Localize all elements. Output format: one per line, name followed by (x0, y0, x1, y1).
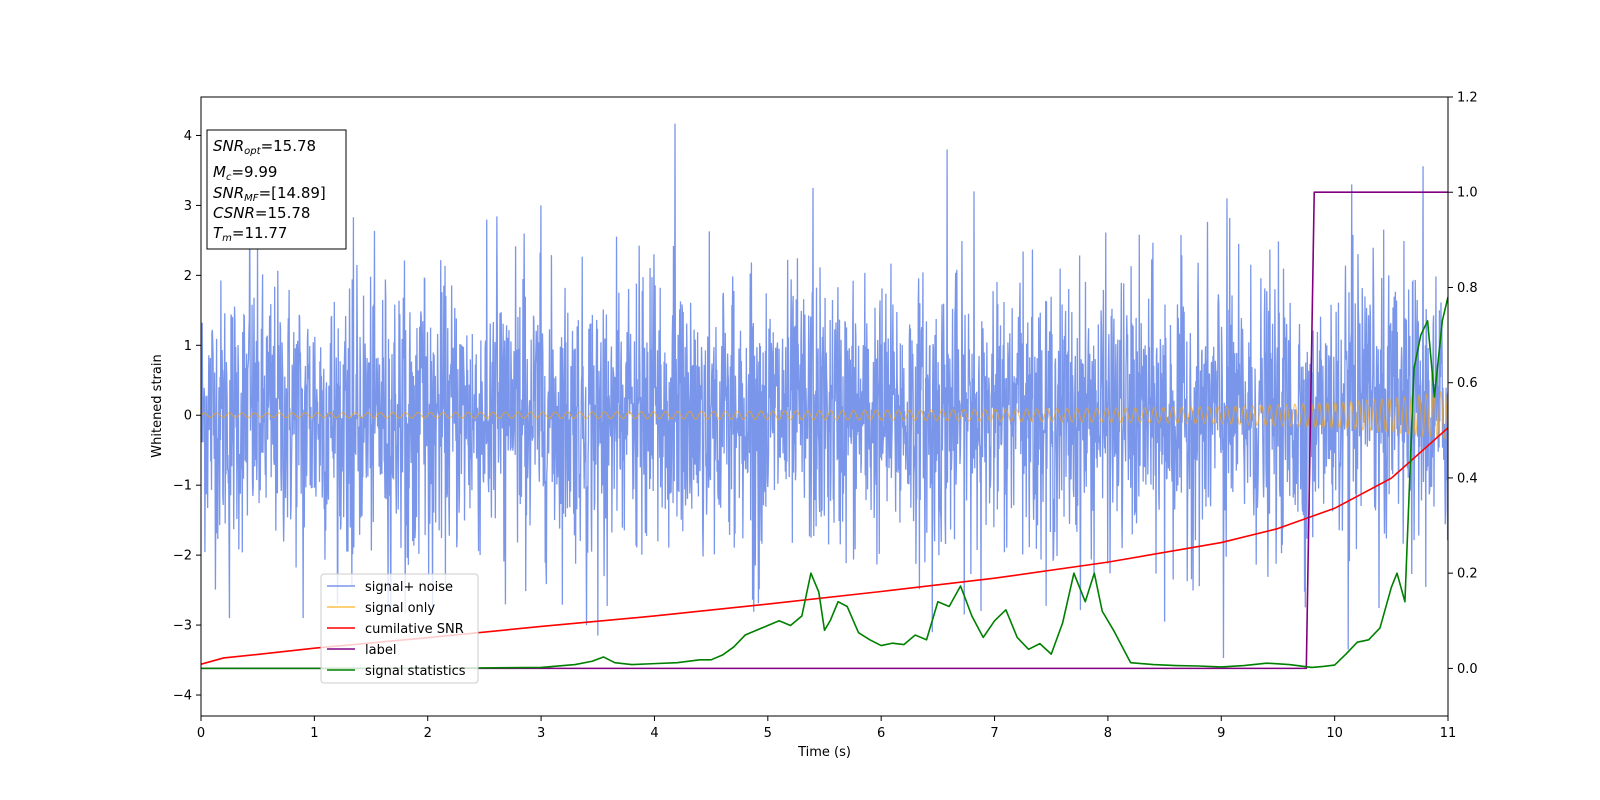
y2-tick-label: 1.0 (1457, 186, 1478, 201)
annotation-frame (206, 129, 347, 250)
x-tick-label: 7 (990, 726, 998, 741)
y-tick-label: 3 (184, 199, 192, 214)
legend: signal+ noise signal only cumilative SNR la… (320, 573, 479, 684)
y-tick-label: 0 (184, 409, 192, 424)
legend-label: signal+ noise (365, 580, 453, 595)
legend-label: signal only (365, 601, 435, 616)
series-signal-only (201, 390, 1448, 440)
series-signal-statistics (201, 296, 1448, 670)
series-cumulative-snr (201, 427, 1448, 666)
y-axis-right: 0.0 0.2 0.4 0.6 0.8 1.0 1.2 (1448, 91, 1478, 677)
y-tick-label: 4 (184, 129, 192, 144)
y-tick-label: −1 (173, 479, 192, 494)
x-tick-label: 10 (1326, 726, 1343, 741)
y2-tick-label: 0.0 (1457, 662, 1478, 677)
legend-label: cumilative SNR (365, 622, 464, 637)
x-tick-label: 8 (1104, 726, 1112, 741)
y2-tick-label: 0.4 (1457, 471, 1478, 486)
plot-frame (200, 96, 1449, 717)
x-tick-label: 11 (1440, 726, 1457, 741)
x-tick-label: 2 (424, 726, 432, 741)
y-axis-title: Whitened strain (150, 354, 165, 457)
annotation-line: CSNR=15.78 (213, 204, 310, 222)
x-axis: 0 1 2 3 4 5 6 7 8 9 10 11 (197, 716, 1456, 741)
y2-tick-label: 0.2 (1457, 567, 1478, 582)
annotation-line: Tm=11.77 (213, 224, 287, 244)
y-tick-label: −3 (173, 619, 192, 634)
y2-tick-label: 1.2 (1457, 91, 1478, 106)
y2-tick-label: 0.6 (1457, 376, 1478, 391)
series-signal-plus-noise (201, 123, 1448, 658)
x-tick-label: 5 (764, 726, 772, 741)
plot-area (201, 123, 1448, 670)
x-tick-label: 9 (1217, 726, 1225, 741)
x-tick-label: 4 (650, 726, 658, 741)
stats-annotation-box: SNRopt=15.78 Mc=9.99SNRMF=[14.89]CSNR=15.… (206, 129, 347, 250)
annotation-line: Mc=9.99 (213, 163, 277, 183)
x-tick-label: 3 (537, 726, 545, 741)
annotation-line: SNRMF=[14.89] (213, 184, 326, 204)
y-tick-label: −2 (173, 549, 192, 564)
legend-label: label (365, 643, 396, 658)
legend-label: signal statistics (365, 664, 466, 679)
legend-frame (320, 573, 479, 684)
y-tick-label: −4 (173, 689, 192, 704)
x-axis-title: Time (s) (797, 745, 851, 760)
annotation-line: SNRopt=15.78 (213, 137, 316, 157)
x-tick-label: 0 (197, 726, 205, 741)
series-label (201, 191, 1448, 670)
y-tick-label: 2 (184, 269, 192, 284)
x-tick-label: 1 (310, 726, 318, 741)
y-axis-left: −4 −3 −2 −1 0 1 2 3 4 (173, 129, 201, 704)
y-tick-label: 1 (184, 339, 192, 354)
y2-tick-label: 0.8 (1457, 281, 1478, 296)
x-tick-label: 6 (877, 726, 885, 741)
